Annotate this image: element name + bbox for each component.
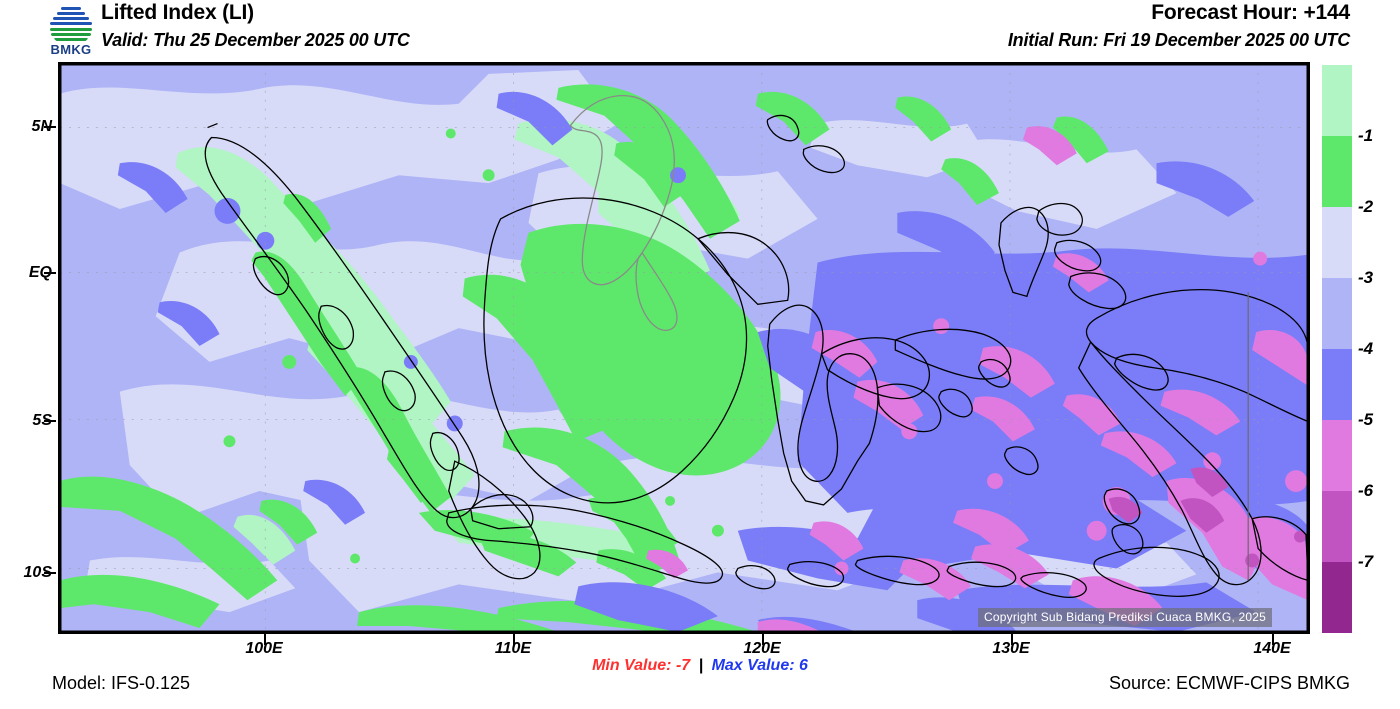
y-axis-tick-10s (44, 572, 56, 574)
x-axis-label-110e: 110E (494, 640, 532, 657)
page-title: Lifted Index (LI) (101, 1, 254, 24)
x-axis-tick-120e (762, 634, 764, 645)
colorbar-band-2 (1322, 207, 1352, 278)
colorbar-label--7: -7 (1358, 552, 1374, 571)
max-value: 6 (799, 657, 808, 674)
min-value-label: Min Value: (592, 657, 672, 674)
colorbar-label--4: -4 (1358, 339, 1374, 358)
header-bar: BMKG Lifted Index (LI) Valid: Thu 25 Dec… (0, 0, 1400, 58)
lifted-index-contour-plot (60, 64, 1308, 632)
valid-time-label: Valid: Thu 25 December 2025 00 UTC (101, 30, 410, 50)
bmkg-circular-wave-logo (48, 2, 94, 46)
y-axis-label-5n: 5N (31, 118, 52, 135)
copyright-watermark: Copyright Sub Bidang Prediksi Cuaca BMKG… (978, 608, 1273, 627)
forecast-hour-label: Forecast Hour: +144 (1151, 1, 1350, 24)
colorbar-band-6 (1322, 491, 1352, 562)
colorbar-band-1 (1322, 136, 1352, 207)
colorbar-label--1: -1 (1358, 126, 1374, 145)
max-value-label: Max Value: (711, 657, 795, 674)
forecast-map[interactable] (58, 62, 1310, 634)
bmkg-logo-text: BMKG (50, 42, 92, 57)
colorbar-label--2: -2 (1358, 197, 1374, 216)
colorbar (1322, 65, 1352, 633)
colorbar-band-4 (1322, 349, 1352, 420)
minmax-separator: | (698, 657, 704, 674)
colorbar-band-3 (1322, 278, 1352, 349)
bmkg-logo: BMKG (40, 2, 102, 58)
y-axis-label-5s: 5S (32, 412, 52, 429)
colorbar-band-5 (1322, 420, 1352, 491)
colorbar-band-7 (1322, 562, 1352, 633)
coastline-layer (204, 95, 1308, 598)
colorbar-band-0 (1322, 65, 1352, 136)
initial-run-label: Initial Run: Fri 19 December 2025 00 UTC (1007, 30, 1350, 50)
x-axis-label-140e: 140E (1253, 640, 1291, 657)
x-axis-tick-110e (513, 634, 515, 645)
colorbar-label--5: -5 (1358, 410, 1374, 429)
min-max-value-label: Min Value: -7 | Max Value: 6 (0, 657, 1400, 675)
x-axis-tick-140e (1272, 634, 1274, 645)
contour-fill-layer (60, 64, 1308, 632)
y-axis-tick-eq (44, 272, 56, 274)
x-axis-label-130e: 130E (992, 640, 1030, 657)
x-axis-label-100e: 100E (245, 640, 283, 657)
colorbar-label--6: -6 (1358, 481, 1374, 500)
x-axis-tick-130e (1011, 634, 1013, 645)
y-axis-label-10s: 10S (23, 564, 52, 581)
y-axis-tick-5n (44, 126, 56, 128)
colorbar-label--3: -3 (1358, 268, 1374, 287)
source-label: Source: ECMWF-CIPS BMKG (1108, 673, 1350, 693)
x-axis-tick-100e (264, 634, 266, 645)
min-value: -7 (675, 657, 691, 674)
y-axis-label-eq: EQ (28, 264, 52, 281)
model-label: Model: IFS-0.125 (52, 673, 191, 693)
x-axis-label-120e: 120E (743, 640, 781, 657)
y-axis-tick-5s (44, 420, 56, 422)
